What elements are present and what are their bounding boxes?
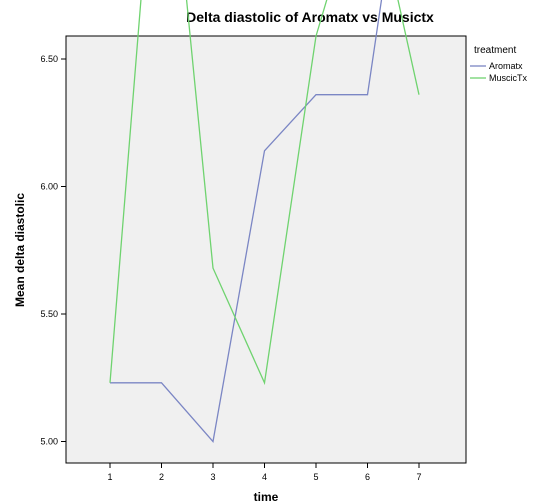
- y-axis: 5.005.506.006.507.007.508.00: [40, 54, 66, 447]
- plot-area: [65, 35, 467, 464]
- legend: treatment Aromatx MuscicTx: [470, 45, 527, 83]
- x-axis: 1 2 3 4 5 6 7: [107, 463, 422, 482]
- x-tick-label: 3: [210, 472, 215, 482]
- x-axis-title: time: [254, 490, 279, 504]
- y-tick-label: 5.00: [40, 437, 58, 447]
- y-tick-label: 5.50: [40, 309, 58, 319]
- legend-title: treatment: [474, 45, 516, 56]
- series-line-aromatx: [110, 0, 383, 443]
- legend-label-aromatx: Aromatx: [489, 61, 523, 71]
- x-tick-label: 1: [107, 472, 112, 482]
- x-tick-label: 7: [416, 472, 421, 482]
- y-axis-title: Mean delta diastolic: [13, 193, 27, 307]
- x-tick-label: 2: [159, 472, 164, 482]
- chart-title: Delta diastolic of Aromatx vs Musictx: [186, 9, 434, 25]
- x-tick-label: 6: [365, 472, 370, 482]
- x-tick-label: 4: [262, 472, 267, 482]
- x-tick-label: 5: [313, 472, 318, 482]
- legend-items: Aromatx MuscicTx: [470, 61, 527, 83]
- y-tick-label: 6.00: [40, 182, 58, 192]
- series-lines: [109, 0, 420, 443]
- series-line-muscictx: [109, 0, 420, 386]
- legend-label-muscictx: MuscicTx: [489, 73, 527, 83]
- y-tick-label: 6.50: [40, 54, 58, 64]
